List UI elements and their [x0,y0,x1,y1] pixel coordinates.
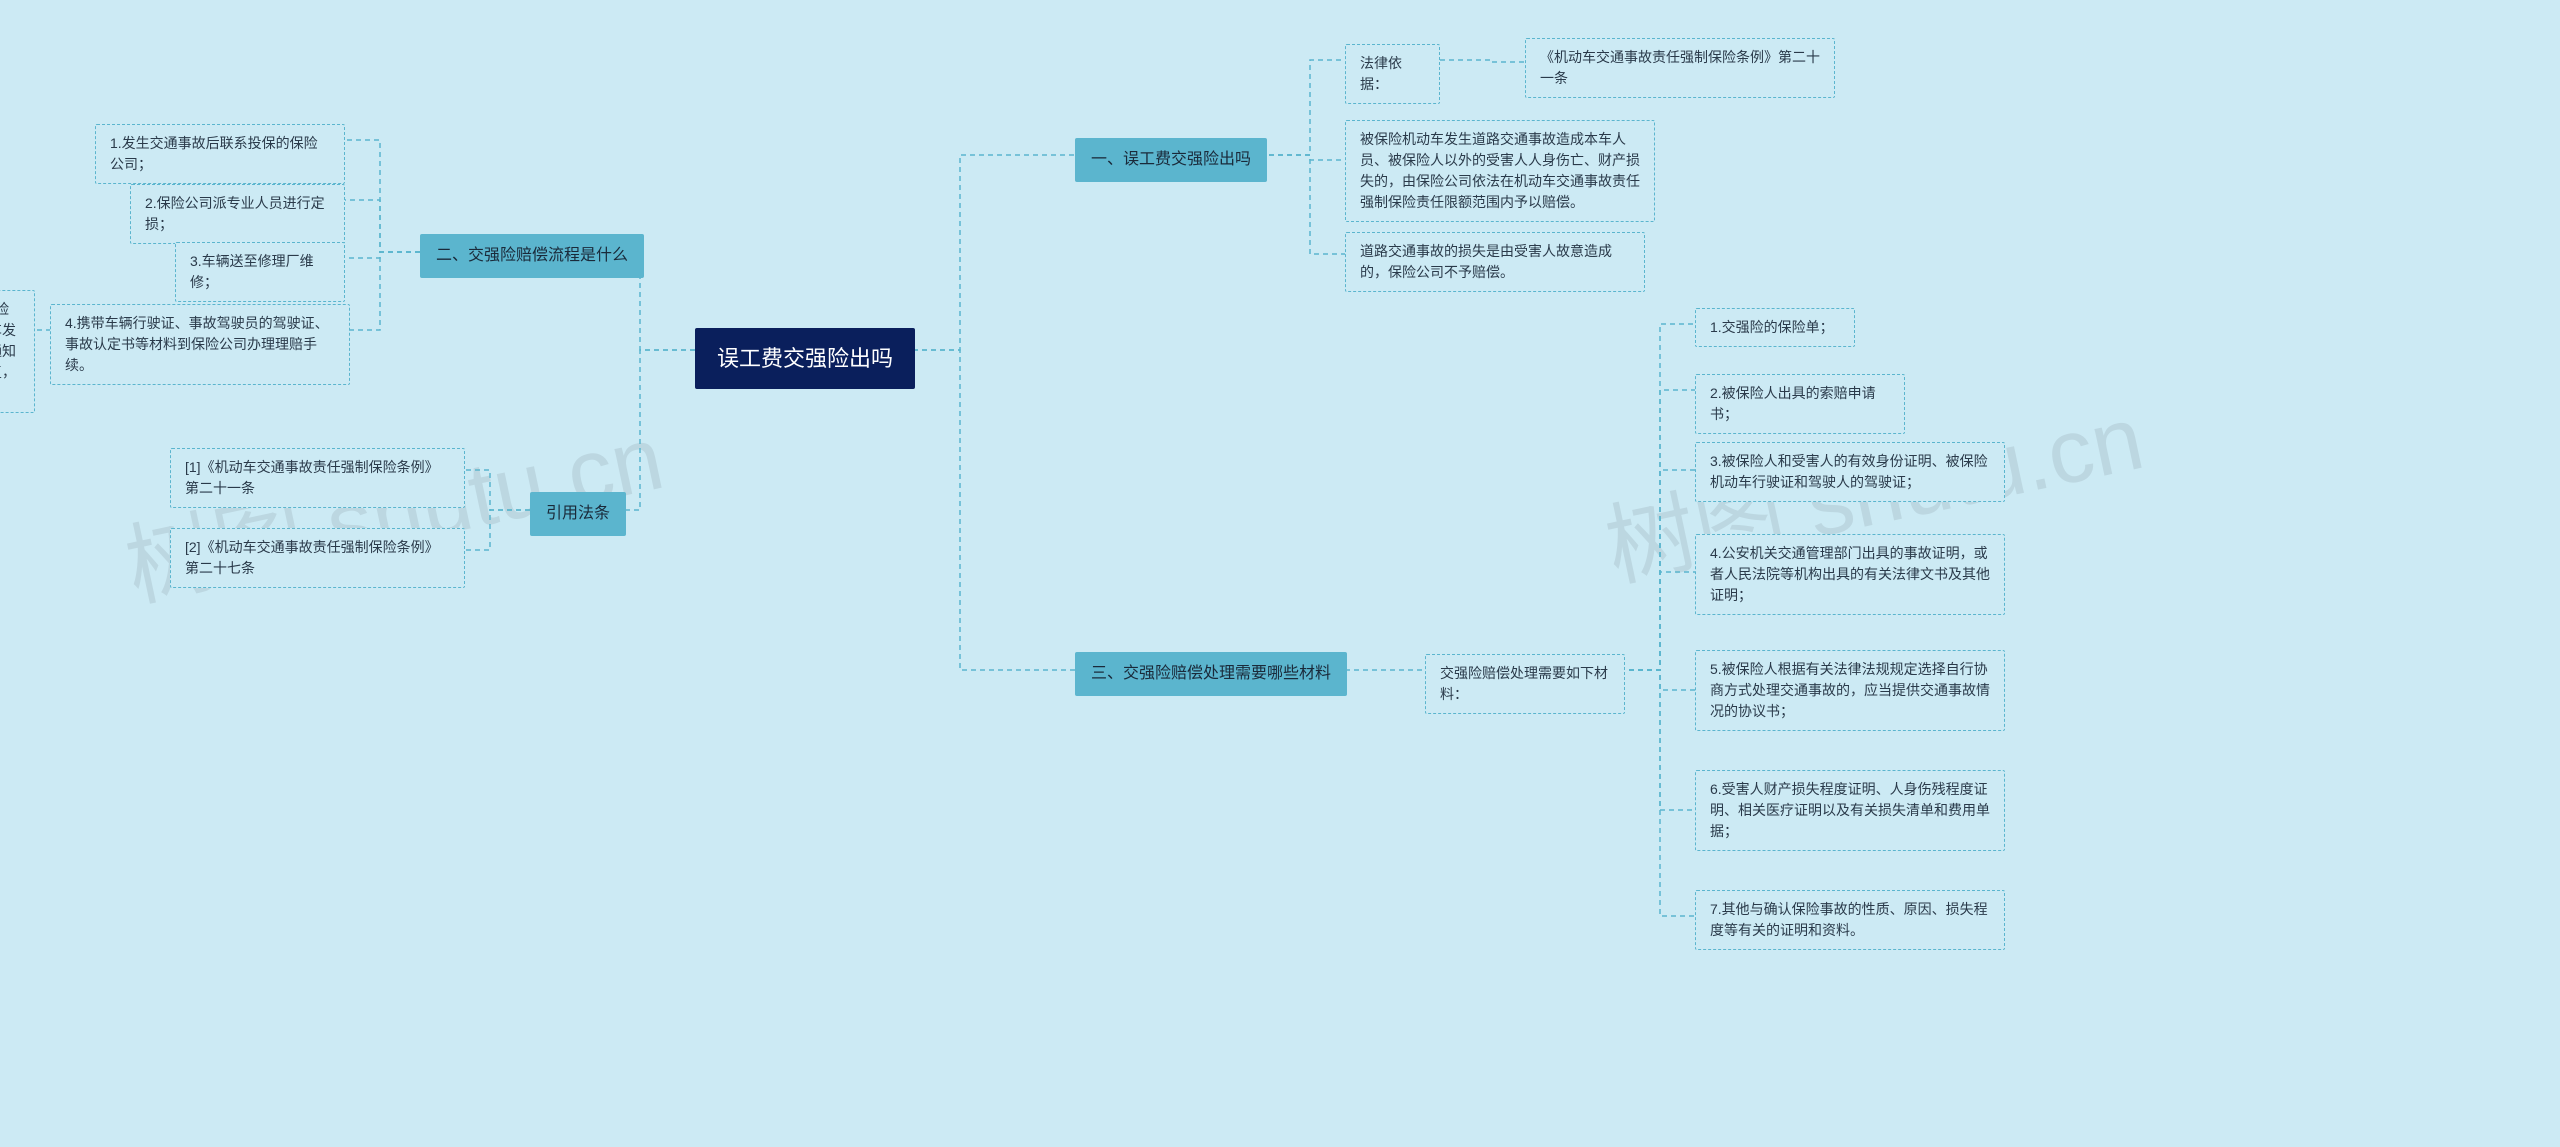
leaf-exclusion: 道路交通事故的损失是由受害人故意造成的，保险公司不予赔偿。 [1345,232,1645,292]
leaf-m4: 4.公安机关交通管理部门出具的事故证明，或者人民法院等机构出具的有关法律文书及其… [1695,534,2005,615]
leaf-m6: 6.受害人财产损失程度证明、人身伤残程度证明、相关医疗证明以及有关损失清单和费用… [1695,770,2005,851]
branch-3: 三、交强险赔偿处理需要哪些材料 [1075,652,1347,696]
leaf-m2: 2.被保险人出具的索赔申请书； [1695,374,1905,434]
leaf-legal-basis: 法律依据： [1345,44,1440,104]
leaf-m3: 3.被保险人和受害人的有效身份证明、被保险机动车行驶证和驾驶人的驾驶证； [1695,442,2005,502]
leaf-s2: 2.保险公司派专业人员进行定损； [130,184,345,244]
leaf-m7: 7.其他与确认保险事故的性质、原因、损失程度等有关的证明和资料。 [1695,890,2005,950]
leaf-m1: 1.交强险的保险单； [1695,308,1855,347]
branch-1: 一、误工费交强险出吗 [1075,138,1267,182]
leaf-m5: 5.被保险人根据有关法律法规规定选择自行协商方式处理交通事故的，应当提供交通事故… [1695,650,2005,731]
leaf-s4: 4.携带车辆行驶证、事故驾驶员的驾驶证、事故认定书等材料到保险公司办理理赔手续。 [50,304,350,385]
leaf-r2: [2]《机动车交通事故责任强制保险条例》 第二十七条 [170,528,465,588]
branch-4: 引用法条 [530,492,626,536]
leaf-materials-intro: 交强险赔偿处理需要如下材料： [1425,654,1625,714]
leaf-s4a: 法律依据：《机动车交通事故责任强制保险条例》第二十七条的规定，被保险机动车发生道… [0,290,35,413]
leaf-s1: 1.发生交通事故后联系投保的保险公司； [95,124,345,184]
leaf-coverage-desc: 被保险机动车发生道路交通事故造成本车人员、被保险人以外的受害人人身伤亡、财产损失… [1345,120,1655,222]
leaf-r1: [1]《机动车交通事故责任强制保险条例》 第二十一条 [170,448,465,508]
leaf-regulation-21: 《机动车交通事故责任强制保险条例》第二十一条 [1525,38,1835,98]
root-node: 误工费交强险出吗 [695,328,915,389]
leaf-s3: 3.车辆送至修理厂维修； [175,242,345,302]
branch-2: 二、交强险赔偿流程是什么 [420,234,644,278]
